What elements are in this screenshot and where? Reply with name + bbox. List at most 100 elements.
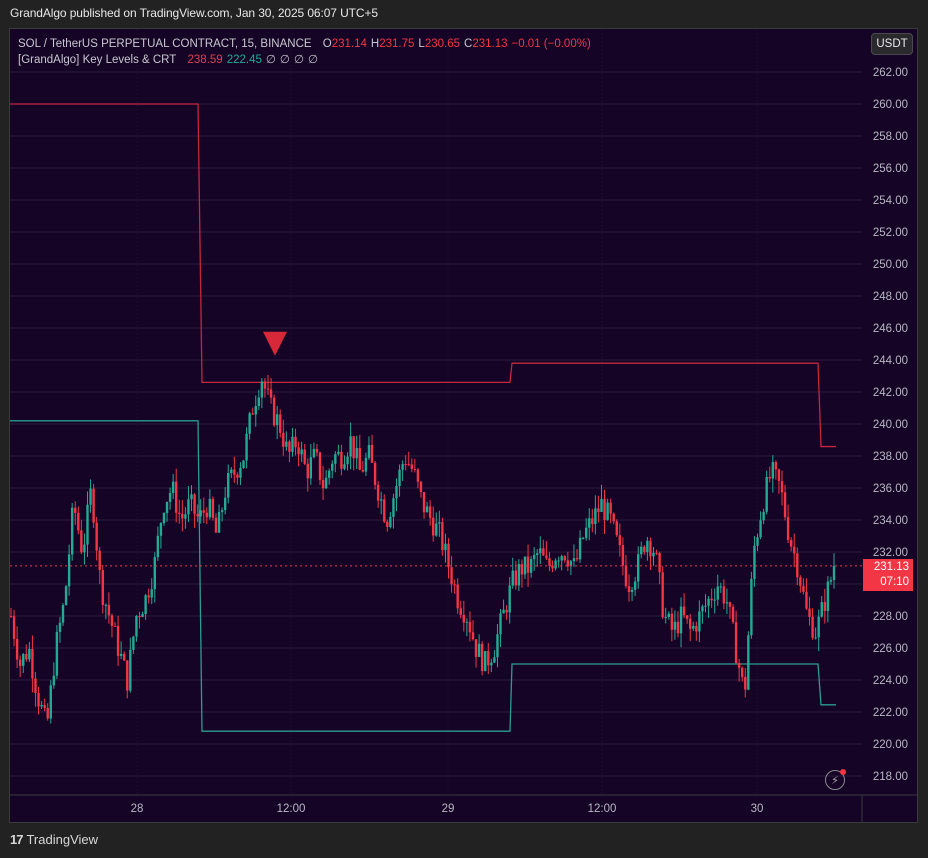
candle-up bbox=[346, 456, 349, 465]
price-axis-label: 218.00 bbox=[873, 771, 908, 783]
chart-frame[interactable]: SOL / TetherUS PERPETUAL CONTRACT, 15, B… bbox=[9, 28, 918, 823]
indicator-high-value: 238.59 bbox=[187, 54, 223, 66]
candle-down bbox=[272, 397, 276, 426]
candle-up bbox=[159, 523, 163, 536]
price-axis-label: 258.00 bbox=[873, 131, 908, 143]
candle-up bbox=[747, 635, 750, 690]
candle-down bbox=[147, 595, 150, 598]
currency-button[interactable]: USDT bbox=[871, 33, 913, 55]
low-label: L bbox=[418, 38, 425, 50]
candle-down bbox=[741, 667, 744, 677]
indicator-legend-row[interactable]: [GrandAlgo] Key Levels & CRT 238.59 222.… bbox=[18, 52, 591, 68]
change-value: −0.01 (−0.00%) bbox=[511, 38, 591, 50]
price-axis-label: 224.00 bbox=[873, 675, 908, 687]
candle-up bbox=[707, 598, 710, 606]
time-axis-label: 29 bbox=[442, 803, 455, 815]
candle-down bbox=[178, 512, 181, 514]
candle-down bbox=[542, 548, 545, 556]
price-axis-label: 222.00 bbox=[873, 707, 908, 719]
candle-down bbox=[591, 518, 594, 525]
time-axis-label: 30 bbox=[751, 803, 764, 815]
candle-down bbox=[689, 618, 692, 629]
candle-down bbox=[80, 530, 83, 553]
candle-down bbox=[352, 436, 355, 459]
candle-up bbox=[477, 643, 481, 657]
last-price-tag: 231.13 07:10 bbox=[863, 559, 913, 591]
candle-up bbox=[701, 606, 704, 612]
candle-up bbox=[692, 625, 695, 629]
candle-down bbox=[113, 625, 117, 627]
candle-down bbox=[370, 444, 374, 463]
candle-down bbox=[288, 441, 291, 452]
candle-up bbox=[425, 506, 429, 513]
key-level-high-line bbox=[10, 103, 836, 448]
candle-up bbox=[334, 454, 337, 464]
candle-down bbox=[456, 584, 459, 609]
candle-up bbox=[254, 406, 257, 415]
candle-down bbox=[303, 449, 306, 464]
candle-up bbox=[135, 615, 138, 637]
symbol-title[interactable]: SOL / TetherUS PERPETUAL CONTRACT, 15, B… bbox=[18, 38, 312, 50]
candle-down bbox=[196, 513, 199, 517]
lightning-icon[interactable]: ⚡︎ bbox=[825, 769, 846, 790]
time-axis-label: 12:00 bbox=[588, 803, 617, 815]
candle-down bbox=[722, 586, 726, 604]
candle-down bbox=[802, 585, 805, 592]
candle-up bbox=[171, 481, 175, 493]
candle-down bbox=[811, 616, 814, 638]
candle-down bbox=[612, 513, 615, 522]
candle-down bbox=[649, 540, 652, 557]
candle-up bbox=[364, 457, 368, 472]
candle-up bbox=[312, 448, 316, 458]
candle-up bbox=[493, 657, 496, 663]
candle-up bbox=[630, 589, 634, 593]
candle-down bbox=[315, 448, 319, 453]
candle-up bbox=[89, 488, 92, 505]
candle-up bbox=[465, 621, 469, 623]
candle-down bbox=[116, 625, 120, 656]
price-axis-label: 246.00 bbox=[873, 323, 908, 335]
price-axis-label: 260.00 bbox=[873, 99, 908, 111]
candle-up bbox=[242, 460, 245, 468]
key-level-low-line bbox=[10, 420, 836, 732]
candle-up bbox=[594, 508, 597, 525]
candle-up bbox=[257, 397, 261, 407]
candle-down bbox=[710, 598, 713, 601]
candle-up bbox=[367, 444, 371, 458]
candle-up bbox=[395, 486, 398, 499]
candle-up bbox=[438, 522, 441, 524]
candle-up bbox=[49, 685, 52, 719]
candle-down bbox=[744, 676, 747, 690]
candle-down bbox=[551, 565, 554, 569]
candle-up bbox=[168, 492, 172, 502]
candle-up bbox=[606, 502, 609, 520]
candle-up bbox=[355, 448, 358, 459]
candle-up bbox=[484, 651, 487, 672]
candle-down bbox=[416, 469, 420, 482]
candle-up bbox=[508, 585, 511, 613]
candle-up bbox=[532, 555, 536, 560]
candle-down bbox=[563, 556, 566, 561]
candle-up bbox=[502, 609, 505, 614]
candle-up bbox=[581, 537, 585, 539]
candle-up bbox=[401, 464, 404, 470]
tradingview-brand[interactable]: TradingView bbox=[26, 832, 99, 847]
candle-down bbox=[658, 552, 661, 573]
candle-down bbox=[321, 479, 325, 489]
candle-up bbox=[633, 581, 637, 590]
bar-countdown: 07:10 bbox=[880, 576, 909, 588]
tradingview-logo-icon[interactable]: 17 bbox=[10, 832, 24, 847]
candle-up bbox=[765, 476, 768, 512]
candle-up bbox=[300, 449, 303, 455]
candle-up bbox=[70, 507, 74, 555]
candle-down bbox=[615, 521, 618, 536]
price-axis-label: 228.00 bbox=[873, 611, 908, 623]
candle-down bbox=[95, 522, 98, 551]
price-chart[interactable]: 262.00 260.00 258.00 256.00 254.00 252.00 250.… bbox=[10, 29, 917, 822]
symbol-legend-row[interactable]: SOL / TetherUS PERPETUAL CONTRACT, 15, B… bbox=[18, 36, 591, 52]
candle-down bbox=[695, 625, 698, 632]
candle-up bbox=[129, 649, 132, 691]
open-value: 231.14 bbox=[331, 38, 367, 50]
candle-down bbox=[474, 639, 478, 657]
indicator-title[interactable]: [GrandAlgo] Key Levels & CRT bbox=[18, 54, 177, 66]
